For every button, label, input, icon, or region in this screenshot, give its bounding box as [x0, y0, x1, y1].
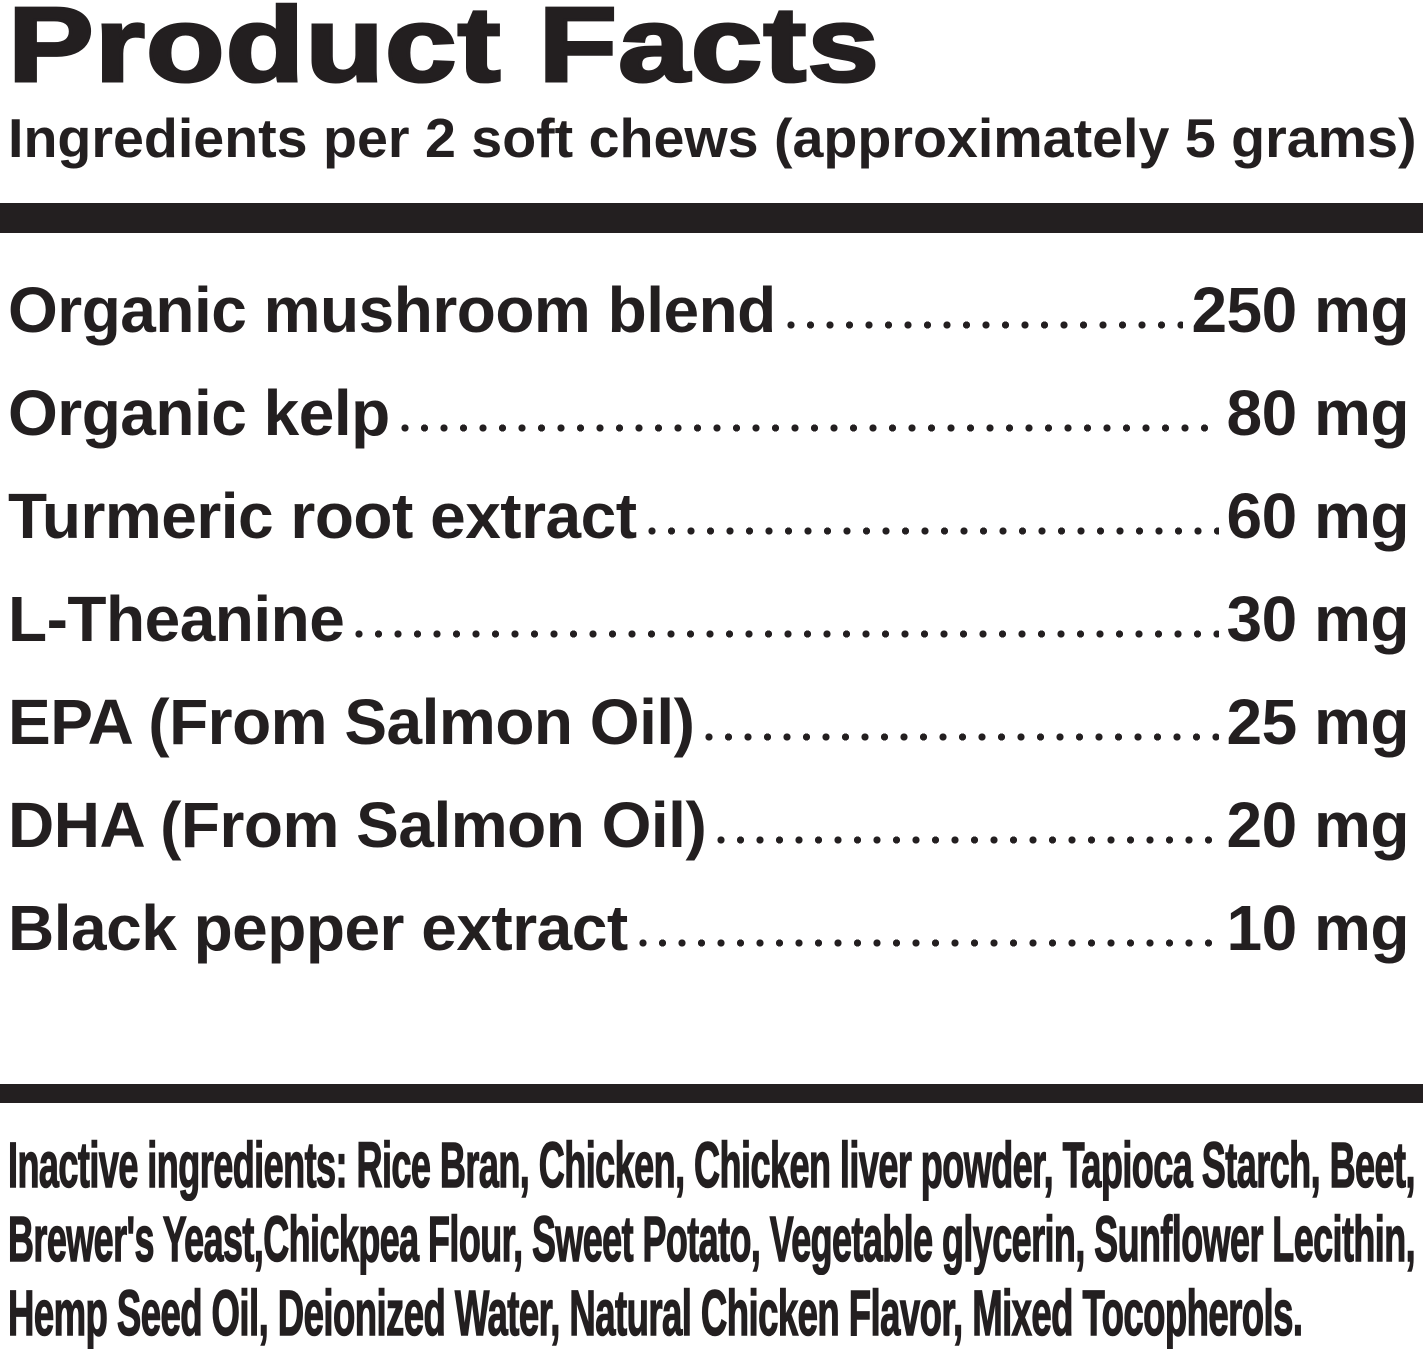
- ingredient-name: Black pepper extract: [8, 891, 628, 964]
- ingredient-name: Organic kelp: [8, 376, 390, 449]
- ingredient-row: DHA (From Salmon Oil) 20 mg: [8, 773, 1410, 876]
- ingredient-row: L-Theanine 30 mg: [8, 567, 1410, 670]
- dotted-leader: [704, 731, 1219, 742]
- page-title: Product Facts: [6, 0, 881, 105]
- ingredient-row: Organic mushroom blend 250 mg: [8, 258, 1409, 361]
- ingredients-list: Organic mushroom blend 250 mg Organic ke…: [8, 258, 1410, 979]
- divider-bar-thick: [0, 203, 1423, 233]
- ingredient-amount: 60 mg: [1226, 479, 1410, 552]
- ingredient-amount: 30 mg: [1226, 582, 1410, 655]
- inactive-ingredients-line: Brewer's Yeast,Chickpea Flour, Sweet Pot…: [8, 1202, 1416, 1276]
- dotted-leader: [785, 319, 1184, 330]
- ingredient-name: L-Theanine: [8, 582, 345, 655]
- ingredient-name: Organic mushroom blend: [8, 273, 776, 346]
- ingredient-amount: 250 mg: [1191, 273, 1409, 346]
- dotted-leader: [637, 937, 1219, 948]
- serving-info: Ingredients per 2 soft chews (approximat…: [8, 107, 1417, 169]
- inactive-ingredients-line: Hemp Seed Oil, Deionized Water, Natural …: [8, 1276, 1304, 1350]
- dotted-leader: [646, 525, 1219, 536]
- ingredient-amount: 25 mg: [1226, 685, 1410, 758]
- ingredient-row: Turmeric root extract 60 mg: [8, 464, 1410, 567]
- ingredient-name: Turmeric root extract: [8, 479, 637, 552]
- ingredient-row: Black pepper extract 10 mg: [8, 876, 1410, 979]
- inactive-ingredients: Inactive ingredients: Rice Bran, Chicken…: [8, 1128, 1416, 1350]
- ingredient-row: EPA (From Salmon Oil) 25 mg: [8, 670, 1410, 773]
- ingredient-row: Organic kelp 80 mg: [8, 361, 1410, 464]
- inactive-ingredients-line: Inactive ingredients: Rice Bran, Chicken…: [8, 1128, 1416, 1202]
- ingredient-name: DHA (From Salmon Oil): [8, 788, 707, 861]
- dotted-leader: [399, 422, 1219, 433]
- ingredient-amount: 10 mg: [1226, 891, 1410, 964]
- divider-bar-thin: [0, 1084, 1423, 1103]
- ingredient-name: EPA (From Salmon Oil): [8, 685, 695, 758]
- ingredient-amount: 20 mg: [1226, 788, 1410, 861]
- ingredient-amount: 80 mg: [1226, 376, 1410, 449]
- dotted-leader: [354, 628, 1219, 639]
- dotted-leader: [716, 834, 1219, 845]
